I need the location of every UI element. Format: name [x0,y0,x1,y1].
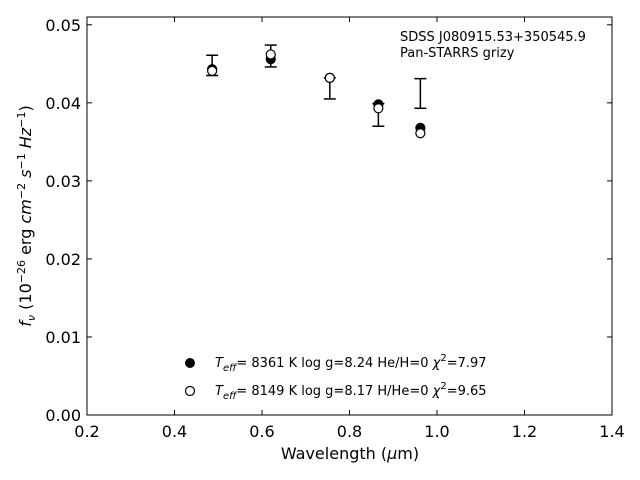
x-tick-label: 1.0 [424,422,449,441]
axis-ticks: 0.2 0.4 0.6 0.8 1.0 1.2 1.4 0.00 0.01 0.02 0.03 0.0… [45,16,624,441]
x-tick-label: 1.2 [512,422,537,441]
model-point-open [415,128,426,139]
x-tick-label: 1.4 [599,422,624,441]
y-tick-label: 0.00 [45,406,81,425]
y-tick-label: 0.05 [45,16,81,35]
annotation-object: SDSS J080915.53+350545.9 [400,30,586,45]
error-bars [206,44,427,128]
model-point-open [207,65,218,76]
annotation-survey: Pan-STARRS grizy [400,46,515,61]
x-tick-label: 0.8 [337,422,362,441]
model-point-open [324,72,335,83]
y-axis-label: fν (10−26 erg cm−2 s−1 Hz−1) [15,105,38,326]
x-tick-label: 0.4 [162,422,187,441]
x-tick-label: 0.6 [249,422,274,441]
legend-marker-open [184,385,196,397]
legend: Teff= 8361 K log g=8.24 He/H=0 χ2=7.97 T… [184,353,487,402]
x-tick-label: 0.2 [74,422,99,441]
model-point-open [265,49,276,60]
y-tick-label: 0.04 [45,94,81,113]
x-axis-label: Wavelength (μm) [281,444,419,463]
legend-label-he-h: Teff= 8361 K log g=8.24 He/H=0 χ2=7.97 [215,353,487,374]
y-tick-label: 0.01 [45,328,81,347]
y-tick-label: 0.02 [45,250,81,269]
plot-frame [86,16,613,416]
legend-marker-filled [185,358,195,368]
model-point-open [373,103,384,114]
model-markers [207,49,426,139]
legend-label-h-he: Teff= 8149 K log g=8.17 H/He=0 χ2=9.65 [215,381,487,402]
y-tick-label: 0.03 [45,172,81,191]
